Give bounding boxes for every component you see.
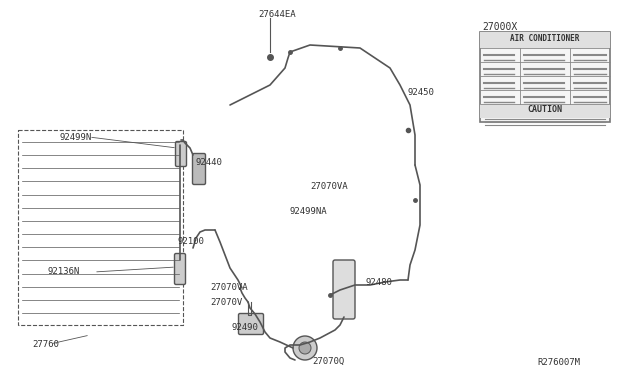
Bar	[480, 32, 610, 48]
Text: 27070VA: 27070VA	[310, 182, 348, 191]
Text: 27070VA: 27070VA	[210, 283, 248, 292]
Text: 92450: 92450	[408, 88, 435, 97]
FancyBboxPatch shape	[193, 154, 205, 185]
FancyBboxPatch shape	[175, 141, 186, 167]
Text: R276007M: R276007M	[537, 358, 580, 367]
Text: 92490: 92490	[232, 323, 259, 332]
Text: 27644EA: 27644EA	[258, 10, 296, 19]
Bar	[18, 130, 183, 325]
FancyBboxPatch shape	[333, 260, 355, 319]
Text: 92136N: 92136N	[48, 267, 80, 276]
Bar	[480, 32, 610, 122]
Text: CAUTION: CAUTION	[527, 105, 563, 114]
Text: AIR CONDITIONER: AIR CONDITIONER	[510, 34, 580, 43]
Circle shape	[293, 336, 317, 360]
FancyBboxPatch shape	[239, 314, 264, 334]
Text: 27070Q: 27070Q	[312, 357, 344, 366]
Text: 27760: 27760	[32, 340, 59, 349]
FancyBboxPatch shape	[175, 253, 186, 285]
Text: 27070V: 27070V	[210, 298, 243, 307]
Text: 92440: 92440	[195, 158, 222, 167]
Text: 92480: 92480	[365, 278, 392, 287]
Bar	[480, 104, 610, 118]
Text: 92499N: 92499N	[60, 133, 92, 142]
Text: 27000X: 27000X	[483, 22, 518, 32]
Text: 92499NA: 92499NA	[290, 207, 328, 216]
Circle shape	[299, 342, 311, 354]
Text: 92100: 92100	[178, 237, 205, 246]
